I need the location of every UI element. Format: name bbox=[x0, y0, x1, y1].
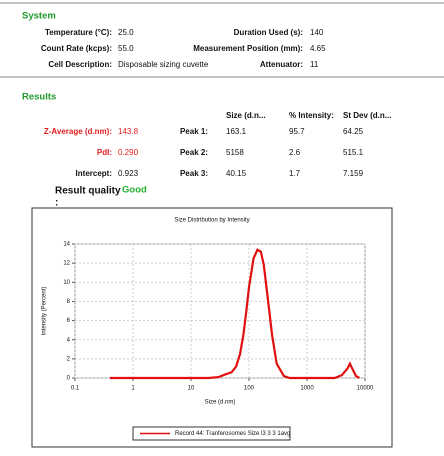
x-tick-label: 10000 bbox=[357, 386, 374, 392]
y-tick-label: 8 bbox=[67, 299, 71, 305]
x-tick-label: 1000 bbox=[300, 386, 314, 392]
field-label: Z-Average (d.nm): bbox=[44, 127, 112, 136]
field-label: Temperature (°C): bbox=[45, 28, 112, 37]
field-value: 55.0 bbox=[118, 44, 134, 53]
field-value: 25.0 bbox=[118, 28, 134, 37]
quality-label: Result quality bbox=[55, 186, 121, 197]
field-value: 0.290 bbox=[118, 148, 139, 157]
peak-size: 5158 bbox=[226, 148, 244, 157]
peak-intensity: 95.7 bbox=[289, 127, 305, 136]
y-axis-label: Intensity (Percent) bbox=[42, 287, 48, 336]
peak-st-dev: 7.159 bbox=[343, 169, 364, 178]
section-title: System bbox=[22, 11, 56, 22]
peak-intensity: 2.6 bbox=[289, 148, 301, 157]
section-title: Results bbox=[22, 92, 56, 103]
field-value: 0.923 bbox=[118, 169, 139, 178]
y-tick-label: 12 bbox=[63, 261, 70, 267]
peak-label: Peak 1: bbox=[180, 127, 208, 136]
field-value: 4.65 bbox=[310, 44, 326, 53]
peak-label: Peak 3: bbox=[180, 169, 208, 178]
field-value: 143.8 bbox=[118, 127, 139, 136]
field-value: 140 bbox=[310, 28, 324, 37]
field-value: 11 bbox=[310, 60, 319, 69]
x-tick-label: 0.1 bbox=[71, 386, 80, 392]
y-tick-label: 0 bbox=[67, 376, 71, 382]
peak-label: Peak 2: bbox=[180, 148, 208, 157]
field-label: Measurement Position (mm): bbox=[193, 44, 303, 53]
peak-intensity: 1.7 bbox=[289, 169, 301, 178]
field-label: Count Rate (kcps): bbox=[41, 44, 112, 53]
field-value: Disposable sizing cuvette bbox=[118, 60, 209, 69]
x-tick-label: 10 bbox=[188, 386, 195, 392]
legend bbox=[132, 426, 291, 441]
column-header: % Intensity: bbox=[289, 111, 334, 120]
column-header: Size (d.n... bbox=[226, 111, 266, 120]
y-tick-label: 10 bbox=[63, 280, 70, 286]
field-label: Cell Description: bbox=[48, 60, 112, 69]
y-tick-label: 14 bbox=[63, 242, 70, 248]
column-header: St Dev (d.n... bbox=[343, 111, 391, 120]
field-label: Duration Used (s): bbox=[234, 28, 303, 37]
quality-colon: : bbox=[55, 198, 58, 209]
y-tick-label: 2 bbox=[67, 356, 71, 362]
chart-title: Size Distribution by Intensity bbox=[174, 218, 249, 224]
field-label: Intercept: bbox=[76, 169, 112, 178]
x-tick-label: 1 bbox=[131, 386, 135, 392]
peak-st-dev: 64.25 bbox=[343, 127, 364, 136]
plot-area bbox=[74, 243, 366, 379]
x-tick-label: 100 bbox=[244, 386, 255, 392]
peak-size: 40.15 bbox=[226, 169, 247, 178]
peak-size: 163.1 bbox=[226, 127, 247, 136]
chart: Size Distribution by Intensity Size (d.n… bbox=[42, 218, 374, 441]
quality-value: Good bbox=[122, 185, 147, 196]
field-label: PdI: bbox=[97, 148, 112, 157]
field-label: Attenuator: bbox=[260, 60, 303, 69]
data-line bbox=[109, 248, 360, 380]
y-tick-label: 4 bbox=[67, 337, 71, 343]
legend-label: Record 44: Tranferosomes Size l3 3 3 1av… bbox=[175, 431, 290, 437]
peak-st-dev: 515.1 bbox=[343, 148, 364, 157]
y-tick-label: 6 bbox=[67, 318, 71, 324]
x-axis-label: Size (d.nm) bbox=[205, 400, 236, 406]
